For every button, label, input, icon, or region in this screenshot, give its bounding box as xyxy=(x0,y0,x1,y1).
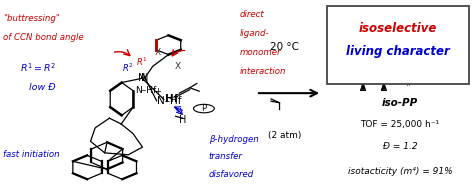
Text: "buttressing": "buttressing" xyxy=(3,14,60,23)
Text: Đ = 1.2: Đ = 1.2 xyxy=(383,142,418,151)
Text: fast initiation: fast initiation xyxy=(3,150,60,159)
Text: $R^1$: $R^1$ xyxy=(136,55,147,68)
Text: iso-PP: iso-PP xyxy=(382,98,418,108)
Text: direct: direct xyxy=(239,10,264,19)
Text: TOF = 25,000 h⁻¹: TOF = 25,000 h⁻¹ xyxy=(361,120,439,129)
Text: P: P xyxy=(201,104,207,113)
Text: N–Hf: N–Hf xyxy=(135,86,156,95)
Text: X: X xyxy=(155,48,161,57)
Text: N: N xyxy=(138,73,145,83)
Text: ): ) xyxy=(397,69,403,84)
Text: $R^2$: $R^2$ xyxy=(121,62,133,74)
Text: of CCN bond angle: of CCN bond angle xyxy=(3,33,84,42)
Text: Hf: Hf xyxy=(164,94,178,104)
Text: +: + xyxy=(155,87,162,96)
Text: (2 atm): (2 atm) xyxy=(268,131,301,140)
Text: β-hydrogen: β-hydrogen xyxy=(209,135,258,144)
Text: H: H xyxy=(179,115,186,125)
Text: transfer: transfer xyxy=(209,152,243,161)
Text: living character: living character xyxy=(346,45,449,58)
Text: N: N xyxy=(141,73,148,83)
Circle shape xyxy=(193,104,214,113)
Text: X: X xyxy=(175,62,181,71)
Polygon shape xyxy=(360,82,366,90)
Text: 20 °C: 20 °C xyxy=(270,42,299,52)
Text: ligand-: ligand- xyxy=(239,29,269,38)
Text: interaction: interaction xyxy=(239,68,286,76)
Text: N–Hf: N–Hf xyxy=(156,96,181,106)
Text: $R^1 = R^2$: $R^1 = R^2$ xyxy=(19,62,56,74)
Text: (: ( xyxy=(344,69,350,84)
Text: isotacticity (m⁴) = 91%: isotacticity (m⁴) = 91% xyxy=(348,167,452,176)
Polygon shape xyxy=(381,82,387,90)
Text: isoselective: isoselective xyxy=(358,22,437,35)
Text: $_n$: $_n$ xyxy=(406,80,411,89)
Text: disfavored: disfavored xyxy=(209,170,254,178)
Text: monomer: monomer xyxy=(239,48,281,57)
FancyBboxPatch shape xyxy=(327,5,469,84)
Text: low Đ: low Đ xyxy=(29,83,55,92)
